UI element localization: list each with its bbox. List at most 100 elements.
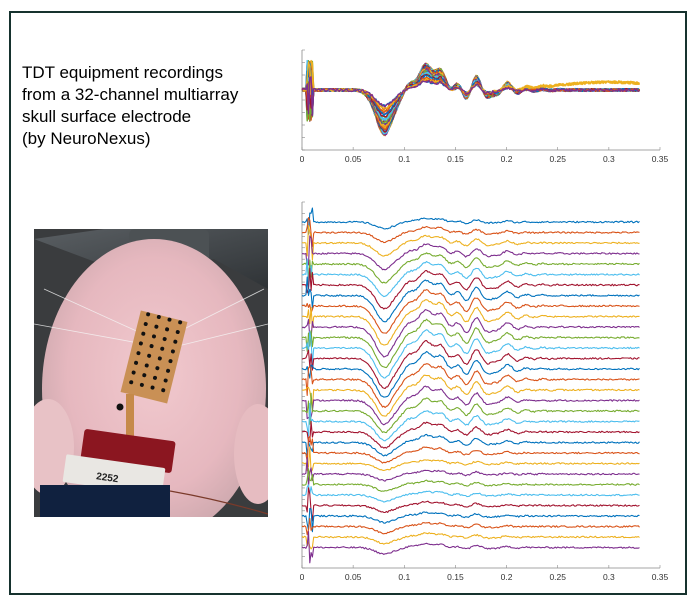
electrode-contact <box>163 378 168 383</box>
ribbon-cable <box>126 394 134 444</box>
electrode-contact <box>136 351 141 356</box>
channel-trace-8 <box>301 276 640 323</box>
channel-trace-26 <box>301 468 640 492</box>
channel-trace-19 <box>301 60 641 134</box>
caption-line-3: skull surface electrode <box>22 107 192 126</box>
channel-trace-15 <box>301 350 640 398</box>
channel-trace-23 <box>301 63 641 131</box>
channel-trace-18 <box>301 385 640 426</box>
chart-stacked-xticks: 0 0.05 0.1 0.15 0.2 0.25 0.3 0.35 <box>300 565 669 582</box>
channel-trace-25 <box>301 457 640 487</box>
chart-stacked-axes <box>301 201 660 569</box>
channel-trace-24 <box>301 59 640 127</box>
channel-trace-11 <box>301 64 640 131</box>
chart-stacked: 0 0.05 0.1 0.15 0.2 0.25 0.3 0.35 <box>300 201 669 582</box>
channel-trace-7 <box>301 267 640 310</box>
channel-trace-7 <box>301 71 640 124</box>
channel-trace-31 <box>301 532 640 550</box>
channel-trace-4 <box>301 65 640 122</box>
electrode-contact <box>170 349 175 354</box>
chart-overlaid: 0 0.05 0.1 0.15 0.2 0.25 0.3 0.35 <box>300 49 669 164</box>
electrode-contact <box>154 324 159 329</box>
channel-trace-26 <box>301 69 640 124</box>
channel-trace-24 <box>301 446 640 473</box>
x-tick-label: 0.2 <box>501 154 513 164</box>
headstage-body <box>40 485 170 517</box>
channel-trace-18 <box>301 62 640 136</box>
electrode-contact <box>141 331 146 336</box>
channel-trace-3 <box>301 225 640 261</box>
electrode-contact <box>129 380 134 385</box>
channel-trace-16 <box>301 363 640 409</box>
channel-trace-22 <box>301 433 640 457</box>
x-tick-label: 0 <box>300 572 305 582</box>
rat-ear-right <box>234 404 268 504</box>
x-tick-label: 0.05 <box>345 154 362 164</box>
x-tick-label: 0.3 <box>603 154 615 164</box>
electrode-contact <box>143 322 148 327</box>
channel-trace-25 <box>301 68 640 126</box>
electrode-contact <box>173 339 178 344</box>
electrode-contact <box>149 344 154 349</box>
x-tick-label: 0.35 <box>652 572 669 582</box>
x-tick-label: 0.2 <box>501 572 513 582</box>
chart-overlaid-xticks: 0 0.05 0.1 0.15 0.2 0.25 0.3 0.35 <box>300 147 669 164</box>
channel-trace-22 <box>301 63 640 131</box>
caption-line-4: (by NeuroNexus) <box>22 129 151 148</box>
channel-trace-12 <box>301 318 640 369</box>
electrode-contact <box>131 370 136 375</box>
x-tick-label: 0.05 <box>345 572 362 582</box>
x-tick-label: 0.1 <box>398 572 410 582</box>
channel-trace-5 <box>301 252 640 284</box>
channel-trace-6 <box>301 258 640 298</box>
connector-label: 2252 <box>95 471 119 485</box>
channel-trace-21 <box>301 64 640 133</box>
channel-trace-1 <box>301 207 640 235</box>
channel-trace-12 <box>301 64 640 133</box>
channel-trace-4 <box>302 235 640 271</box>
electrode-contact <box>160 346 165 351</box>
x-tick-label: 0.15 <box>447 154 464 164</box>
channel-trace-21 <box>301 420 640 449</box>
channel-trace-13 <box>301 329 640 379</box>
electrode-contact <box>144 363 149 368</box>
x-tick-label: 0.35 <box>652 154 669 164</box>
channel-trace-23 <box>301 435 640 464</box>
electrode-contact <box>134 360 139 365</box>
chart-overlaid-axes <box>301 49 660 151</box>
channel-trace-28 <box>301 73 640 118</box>
electrode-contact <box>156 314 161 319</box>
channel-trace-9 <box>301 63 640 129</box>
electrode-contact <box>166 368 171 373</box>
electrode-contact <box>175 330 180 335</box>
x-tick-label: 0.25 <box>549 572 566 582</box>
channel-trace-2 <box>301 217 640 248</box>
channel-trace-19 <box>301 392 640 434</box>
channel-trace-20 <box>301 402 640 442</box>
channel-trace-29 <box>301 507 640 533</box>
electrode-contact <box>150 385 155 390</box>
channel-trace-10 <box>301 299 640 346</box>
channel-trace-28 <box>301 487 640 522</box>
electrode-contact <box>142 373 147 378</box>
channel-trace-27 <box>301 484 640 503</box>
electrode-contact <box>167 317 172 322</box>
x-tick-label: 0.25 <box>549 154 566 164</box>
rat-ear-left <box>34 399 74 495</box>
electrode-contact <box>165 327 170 332</box>
channel-trace-31 <box>301 61 640 110</box>
x-tick-label: 0 <box>300 154 305 164</box>
electrode-contact <box>138 341 143 346</box>
channel-trace-15 <box>301 64 641 135</box>
channel-trace-11 <box>302 309 640 358</box>
electrode-photo: 2252 <box>34 229 268 517</box>
x-tick-label: 0.1 <box>398 154 410 164</box>
caption-line-2: from a 32-channel multiarray <box>22 85 239 104</box>
channel-trace-20 <box>301 64 641 135</box>
channel-trace-9 <box>302 289 640 334</box>
channel-trace-13 <box>301 60 640 134</box>
caption: TDT equipment recordings from a 32-chann… <box>22 62 292 150</box>
caption-line-1: TDT equipment recordings <box>22 63 223 82</box>
channel-trace-30 <box>301 517 640 536</box>
electrode-contact <box>157 356 162 361</box>
